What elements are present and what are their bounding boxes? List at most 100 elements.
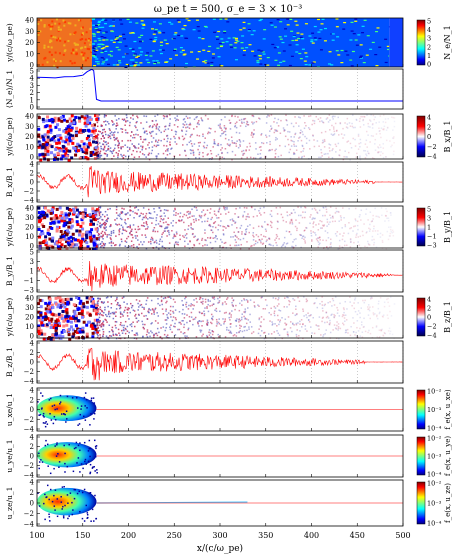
field-noise	[118, 215, 121, 217]
field-noise	[302, 235, 304, 238]
field-noise	[275, 207, 278, 209]
field-noise	[213, 140, 216, 143]
field-noise	[196, 125, 198, 128]
field-noise	[121, 324, 123, 327]
density-speckle	[57, 30, 60, 33]
field-turbulence	[58, 296, 62, 300]
field-noise	[198, 145, 200, 147]
field-noise	[239, 207, 241, 209]
density-filament	[95, 61, 99, 63]
field-noise	[176, 243, 178, 246]
field-noise	[217, 144, 220, 147]
field-noise	[141, 153, 144, 155]
field-turbulence	[76, 213, 80, 217]
field-noise	[187, 117, 189, 119]
field-turbulence	[86, 120, 90, 124]
density-filament	[141, 27, 145, 29]
field-turbulence	[61, 237, 65, 241]
density-filament	[179, 46, 183, 49]
x-axis-label: x/(c/ω_pe)	[197, 543, 243, 554]
field-noise	[221, 303, 224, 306]
field-noise	[372, 214, 374, 217]
field-turbulence	[89, 151, 93, 155]
density-speckle	[59, 37, 62, 40]
density-filament	[220, 38, 224, 40]
field-turbulence	[40, 332, 44, 336]
field-noise	[177, 243, 180, 246]
field-noise	[386, 126, 389, 129]
field-turbulence	[90, 324, 94, 328]
phase-space-halo	[96, 472, 98, 474]
density-filament	[319, 29, 323, 31]
field-noise	[116, 303, 118, 306]
field-noise	[145, 222, 148, 224]
field-noise	[141, 234, 143, 236]
field-turbulence	[95, 140, 99, 144]
field-noise	[333, 316, 336, 319]
field-turbulence	[91, 207, 95, 211]
field-noise	[349, 158, 351, 161]
field-noise	[349, 301, 351, 303]
phase-space-halo	[45, 421, 47, 423]
phase-space-halo	[83, 441, 86, 444]
field-noise	[140, 136, 142, 138]
field-noise	[228, 331, 231, 334]
field-noise	[186, 143, 188, 146]
field-noise	[96, 138, 99, 140]
field-noise	[368, 243, 370, 246]
field-noise	[311, 240, 313, 242]
density-filament	[299, 36, 303, 38]
density-filament	[337, 54, 341, 56]
field-noise	[226, 151, 229, 154]
field-turbulence	[56, 296, 60, 300]
field-noise	[132, 210, 134, 213]
phase-space-halo	[48, 516, 51, 518]
colorbar-tick-label: 2	[427, 305, 431, 313]
field-noise	[104, 243, 107, 245]
density-speckle	[74, 31, 77, 34]
colorbar-tick-label: 0	[427, 61, 431, 69]
field-turbulence	[44, 147, 48, 151]
field-turbulence	[43, 153, 47, 157]
field-noise	[234, 308, 236, 311]
field-noise	[184, 335, 186, 337]
field-noise	[97, 330, 99, 332]
field-noise	[198, 120, 200, 122]
field-turbulence	[93, 242, 97, 246]
field-turbulence	[41, 319, 45, 323]
field-noise	[174, 317, 177, 319]
density-filament	[276, 46, 280, 48]
field-noise	[271, 324, 274, 326]
field-noise	[96, 231, 99, 233]
field-turbulence	[76, 319, 80, 323]
field-noise	[245, 318, 248, 320]
colorbar-label: f_e(x, u_ye)	[444, 436, 452, 476]
field-turbulence	[92, 123, 96, 127]
field-turbulence	[63, 305, 67, 309]
field-noise	[140, 212, 142, 215]
field-noise	[278, 309, 280, 311]
field-noise	[294, 211, 296, 214]
field-noise	[183, 317, 186, 319]
field-noise	[384, 118, 387, 120]
field-noise	[118, 142, 120, 144]
field-turbulence	[68, 124, 72, 128]
field-noise	[135, 337, 138, 340]
phase-space-halo	[76, 462, 78, 464]
field-turbulence	[71, 242, 75, 246]
field-noise	[349, 334, 352, 337]
field-noise	[357, 148, 360, 150]
field-noise	[156, 141, 159, 143]
field-noise	[319, 242, 321, 245]
field-noise	[207, 237, 209, 239]
field-noise	[216, 323, 218, 325]
density-filament	[349, 39, 353, 41]
field-noise	[374, 313, 376, 315]
field-noise	[97, 327, 100, 329]
field-noise	[118, 233, 120, 236]
field-noise	[159, 240, 161, 242]
field-noise	[237, 216, 239, 219]
field-turbulence	[56, 151, 60, 155]
field-noise	[357, 135, 360, 137]
field-noise	[293, 209, 295, 211]
